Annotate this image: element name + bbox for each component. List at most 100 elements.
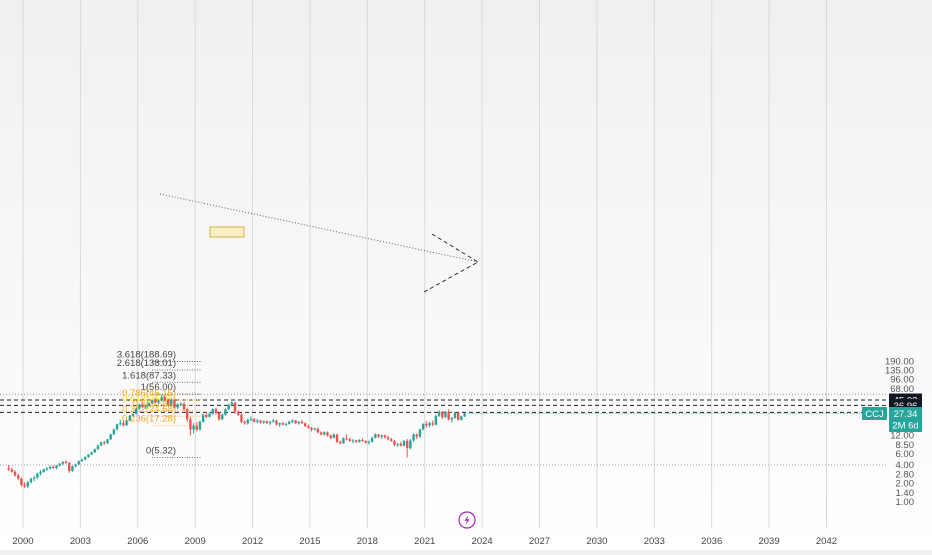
candle (453, 411, 457, 419)
candle-body (74, 464, 77, 467)
candle (441, 410, 444, 420)
fib-level-label: 3.618(188.69) (117, 350, 176, 361)
candle (335, 433, 339, 444)
candle (227, 403, 230, 411)
candle (39, 470, 42, 476)
candle (176, 403, 179, 410)
candle-body (453, 412, 457, 419)
candle-body (36, 473, 39, 478)
candle (319, 431, 323, 436)
x-tick-label: 2033 (644, 536, 665, 547)
candle (99, 441, 103, 447)
candle (367, 440, 371, 445)
lightning-icon[interactable] (458, 511, 476, 529)
candle (154, 398, 157, 404)
candle-body (377, 434, 380, 437)
candle-body (246, 419, 249, 424)
candle-body (399, 443, 403, 446)
candle (71, 465, 74, 472)
candle-body (421, 423, 425, 430)
candle-body (310, 427, 313, 430)
candle (134, 407, 138, 415)
fib-level-label: 0.5(30.66) (133, 398, 176, 409)
candle (230, 401, 234, 406)
candle (10, 467, 14, 473)
candle-body (390, 439, 393, 441)
candle-body (367, 441, 371, 443)
candle (281, 421, 285, 426)
candle-body (259, 420, 262, 423)
candle-body (166, 400, 170, 405)
candle (58, 463, 61, 467)
candle (217, 411, 221, 421)
candle-body (77, 461, 80, 465)
candle (284, 422, 288, 427)
candle (55, 465, 58, 470)
candle (115, 423, 119, 431)
y-tick-label: 135.00 (885, 366, 914, 377)
candle-body (211, 409, 214, 414)
candle (377, 433, 380, 438)
candle (463, 412, 466, 417)
candle-body (99, 442, 103, 446)
x-tick-label: 2027 (529, 536, 550, 547)
candle-body (252, 419, 256, 422)
y-tick-label: 190.00 (885, 356, 914, 367)
fib-level-label: 0.382(24.68) (122, 404, 176, 415)
candle-body (370, 437, 374, 442)
candle (87, 454, 90, 458)
y-tick-label: 8.50 (896, 440, 915, 451)
candle-body (256, 420, 259, 422)
candle (354, 439, 358, 444)
candle (80, 458, 84, 462)
candle (205, 411, 208, 419)
candle (307, 424, 310, 429)
candles (7, 394, 466, 488)
candle (214, 407, 218, 415)
x-tick-label: 2021 (414, 536, 435, 547)
y-tick-label: 1.40 (896, 488, 915, 499)
candle (192, 423, 195, 434)
candle (275, 419, 278, 426)
candle (195, 421, 198, 432)
x-tick-label: 2036 (701, 536, 722, 547)
candle (233, 401, 237, 414)
candle (246, 418, 249, 425)
candle (431, 420, 434, 427)
candle (460, 415, 463, 421)
candle-body (434, 415, 438, 425)
x-tick-label: 2018 (357, 536, 378, 547)
candle (157, 399, 160, 404)
candle (179, 401, 183, 407)
candle (313, 427, 316, 431)
candle-body (415, 434, 418, 437)
candle (428, 421, 431, 427)
candle-body (176, 404, 179, 408)
candle-body (173, 399, 176, 408)
candle-body (431, 423, 434, 425)
candle-body (272, 420, 275, 422)
candle-body (275, 420, 278, 425)
candle-body (339, 441, 342, 444)
candle (93, 448, 96, 453)
last-price-box (889, 406, 922, 432)
candle-body (412, 434, 415, 441)
candle (329, 434, 332, 440)
candle (64, 460, 68, 464)
candle-body (329, 435, 332, 438)
candle-body (425, 423, 428, 426)
candle (26, 481, 29, 488)
candle (163, 394, 167, 402)
candle-body (205, 414, 208, 417)
candle (198, 420, 202, 431)
candle-body (170, 399, 173, 405)
candle (170, 398, 173, 406)
candle-body (214, 409, 218, 413)
fib-level-label: 0.236(17.28) (122, 414, 176, 425)
candle (68, 461, 71, 473)
candle (106, 438, 109, 444)
